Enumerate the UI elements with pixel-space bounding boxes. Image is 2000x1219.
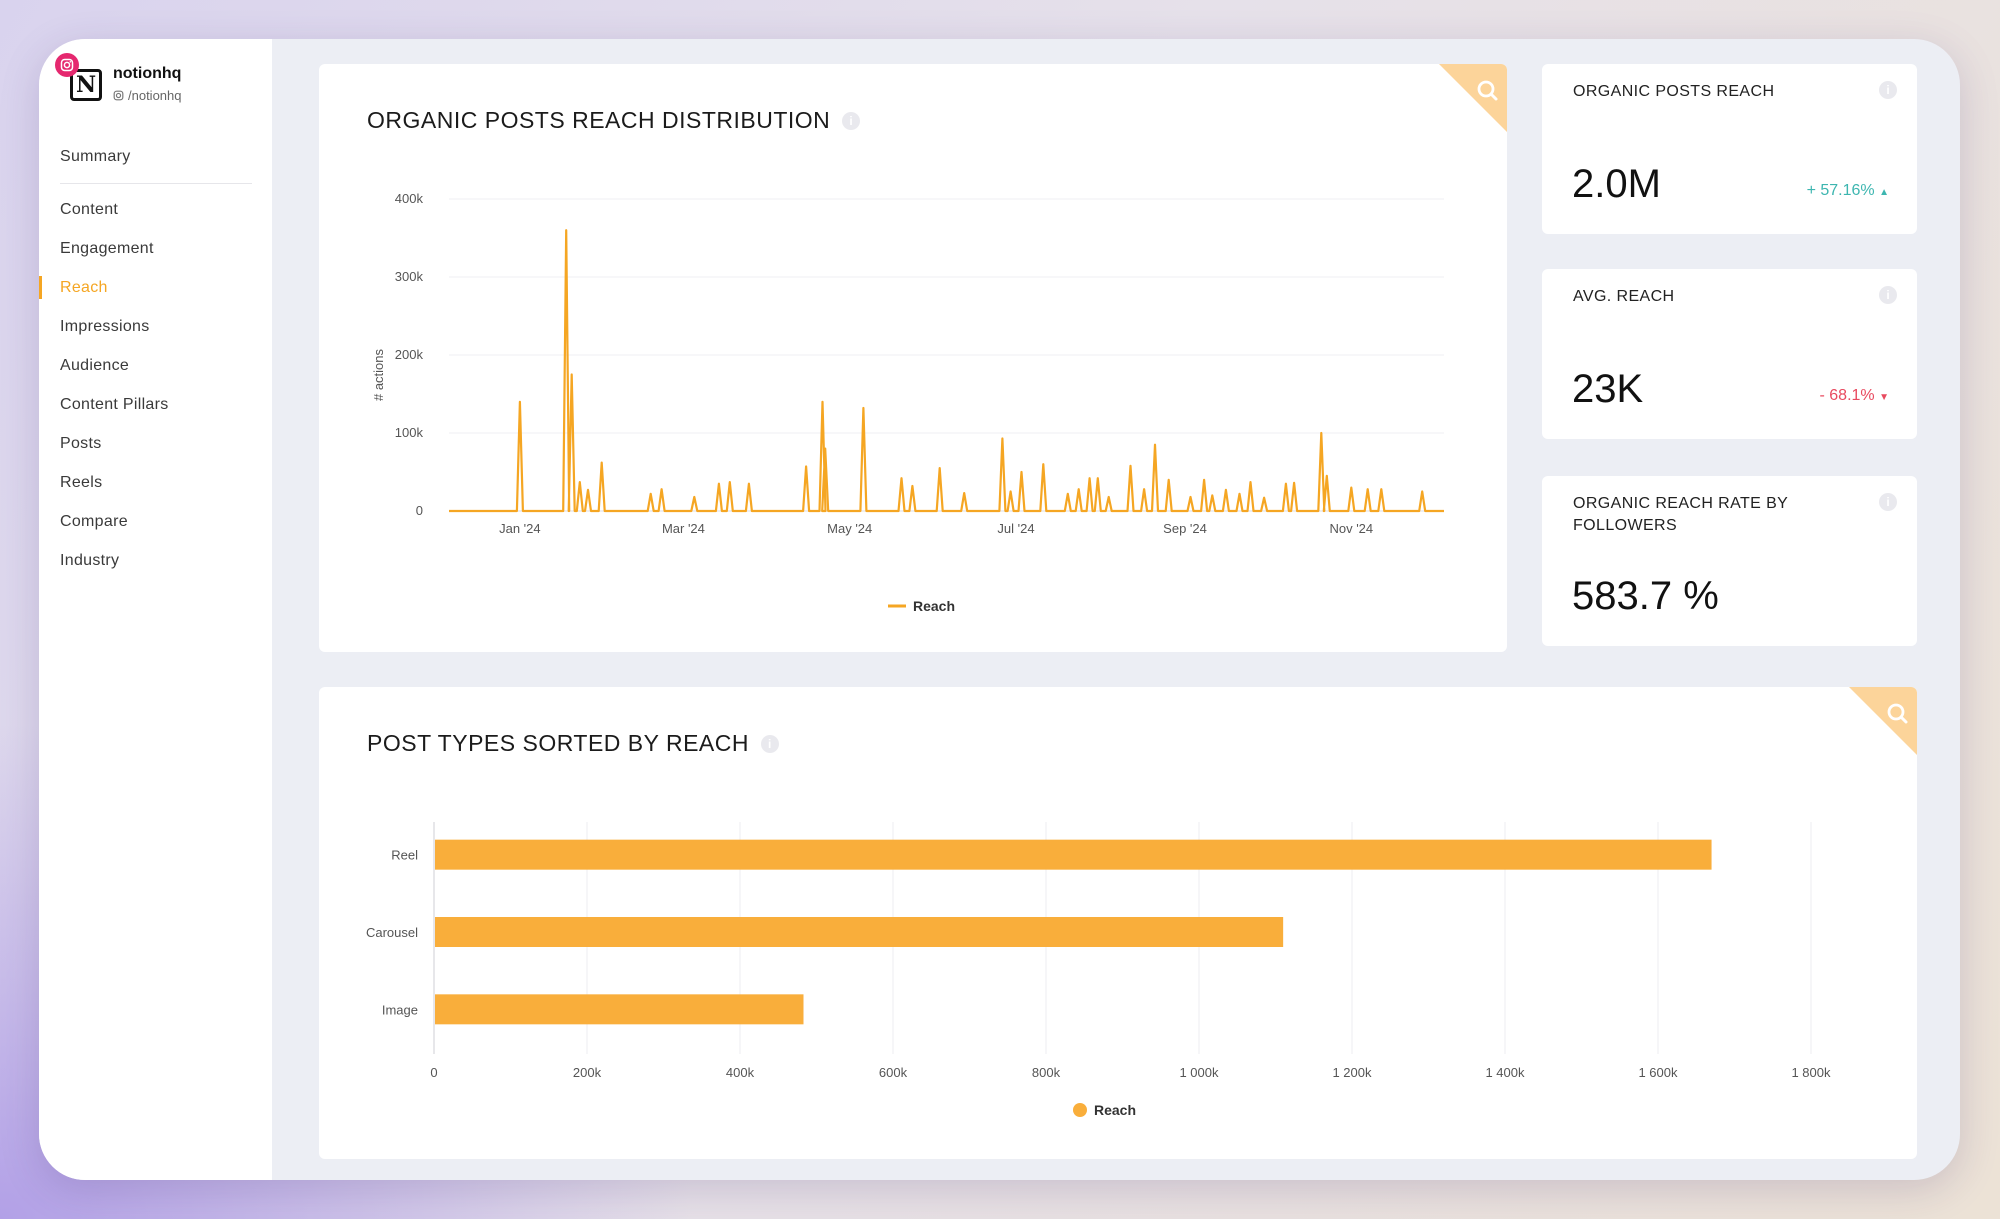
kpi-value: 2.0M <box>1572 162 1661 206</box>
kpi-card-avg-reach: AVG. REACH i 23K - 68.1% ▼ <box>1542 269 1917 439</box>
post-types-bar-chart: 0 200k 400k 600k 800k 1 000k 1 200k 1 400k 1 600… <box>366 822 1831 1118</box>
reach-series-line <box>449 229 1444 513</box>
notion-logo: N <box>70 69 102 101</box>
y-tick-label: 400k <box>395 191 424 206</box>
reach-distribution-card: ORGANIC POSTS REACH DISTRIBUTION i 0 100k… <box>319 64 1507 652</box>
bar-reel[interactable] <box>435 839 1712 870</box>
x-tick-label: 1 800k <box>1791 1065 1831 1080</box>
y-tick-label: 0 <box>416 503 423 518</box>
sidebar-item-posts[interactable]: Posts <box>60 435 102 452</box>
arrow-up-icon: ▲ <box>1879 187 1889 198</box>
kpi-change: + 57.16% ▲ <box>1807 182 1889 200</box>
sidebar-nav: Summary Content Engagement Reach Impress… <box>39 137 272 580</box>
x-tick-label: Jan '24 <box>499 521 541 536</box>
y-tick-label: 300k <box>395 269 424 284</box>
kpi-card-reach-rate: ORGANIC REACH RATE BY FOLLOWERS i 583.7 … <box>1542 476 1917 646</box>
sidebar-item-reach[interactable]: Reach <box>39 268 272 307</box>
sidebar-item-impressions[interactable]: Impressions <box>60 318 150 335</box>
arrow-down-icon: ▼ <box>1879 392 1889 403</box>
reach-distribution-title: ORGANIC POSTS REACH DISTRIBUTION i <box>367 107 861 134</box>
y-tick-label: 200k <box>395 347 424 362</box>
bar-image[interactable] <box>435 994 804 1025</box>
info-icon[interactable]: i <box>1879 493 1897 511</box>
x-tick-label: Nov '24 <box>1329 521 1373 536</box>
kpi-value: 583.7 % <box>1572 574 1719 618</box>
legend-dot-swatch <box>1073 1103 1087 1117</box>
x-tick-label: 0 <box>430 1065 437 1080</box>
x-tick-label: 1 200k <box>1332 1065 1372 1080</box>
y-tick-label: 100k <box>395 425 424 440</box>
kpi-value: 23K <box>1572 367 1644 411</box>
profile-header[interactable]: N notionhq /notionhq <box>51 53 261 113</box>
x-tick-label: 1 000k <box>1179 1065 1219 1080</box>
x-tick-label: 800k <box>1032 1065 1061 1080</box>
legend-label: Reach <box>1094 1102 1136 1118</box>
legend-label: Reach <box>913 598 955 614</box>
post-types-title: POST TYPES SORTED BY REACH i <box>367 730 779 757</box>
sidebar-item-content[interactable]: Content <box>60 201 119 218</box>
y-category-label: Carousel <box>366 925 418 940</box>
kpi-title: AVG. REACH <box>1573 288 1675 305</box>
x-tick-label: Mar '24 <box>662 521 705 536</box>
profile-handle: /notionhq <box>113 88 182 103</box>
reach-distribution-title-text: ORGANIC POSTS REACH DISTRIBUTION <box>367 107 831 133</box>
x-tick-label: Jul '24 <box>997 521 1034 536</box>
sidebar-item-audience[interactable]: Audience <box>60 357 130 374</box>
x-tick-label: May '24 <box>827 521 872 536</box>
info-icon[interactable]: i <box>760 734 779 753</box>
x-tick-label: 1 400k <box>1485 1065 1525 1080</box>
search-icon[interactable] <box>1849 687 1917 755</box>
instagram-icon <box>55 53 79 77</box>
sidebar-item-reels[interactable]: Reels <box>60 474 103 491</box>
sidebar-item-compare[interactable]: Compare <box>60 513 128 530</box>
kpi-change-text: - 68.1% <box>1819 387 1875 404</box>
kpi-title: ORGANIC POSTS REACH <box>1573 83 1775 100</box>
bar-carousel[interactable] <box>435 917 1284 947</box>
x-tick-label: 600k <box>879 1065 908 1080</box>
sidebar: N notionhq /notionhq Summary Content Eng… <box>39 39 272 1180</box>
sidebar-item-summary[interactable]: Summary <box>60 148 131 165</box>
kpi-title: ORGANIC REACH RATE BY FOLLOWERS <box>1573 495 1788 534</box>
y-axis-label: # actions <box>371 348 386 401</box>
sidebar-item-industry[interactable]: Industry <box>60 552 120 569</box>
sidebar-item-content-pillars[interactable]: Content Pillars <box>60 396 169 413</box>
info-icon[interactable]: i <box>1879 286 1897 304</box>
kpi-change: - 68.1% ▼ <box>1820 387 1890 405</box>
profile-name: notionhq <box>113 65 182 82</box>
x-tick-label: 1 600k <box>1638 1065 1678 1080</box>
instagram-small-icon <box>113 90 124 101</box>
x-tick-label: 200k <box>573 1065 602 1080</box>
post-types-card: POST TYPES SORTED BY REACH i 0 200k 400k 60… <box>319 687 1917 1159</box>
x-tick-label: Sep '24 <box>1163 521 1207 536</box>
info-icon[interactable]: i <box>1879 81 1897 99</box>
handle-text: /notionhq <box>128 88 182 103</box>
y-category-label: Reel <box>391 848 418 863</box>
app-window: N notionhq /notionhq Summary Content Eng… <box>39 39 1960 1180</box>
search-icon[interactable] <box>1439 64 1507 132</box>
info-icon[interactable]: i <box>842 111 861 130</box>
kpi-change-text: + 57.16% <box>1806 182 1875 199</box>
kpi-card-organic-reach: ORGANIC POSTS REACH i 2.0M + 57.16% ▲ <box>1542 64 1917 234</box>
x-tick-label: 400k <box>726 1065 755 1080</box>
sidebar-item-engagement[interactable]: Engagement <box>60 240 154 257</box>
post-types-title-text: POST TYPES SORTED BY REACH <box>367 730 749 756</box>
nav-divider <box>60 183 252 184</box>
y-category-label: Image <box>382 1002 418 1017</box>
reach-line-chart: 0 100k 200k 300k 400k Jan '24 Mar '24 May '24 Ju… <box>371 191 1444 614</box>
